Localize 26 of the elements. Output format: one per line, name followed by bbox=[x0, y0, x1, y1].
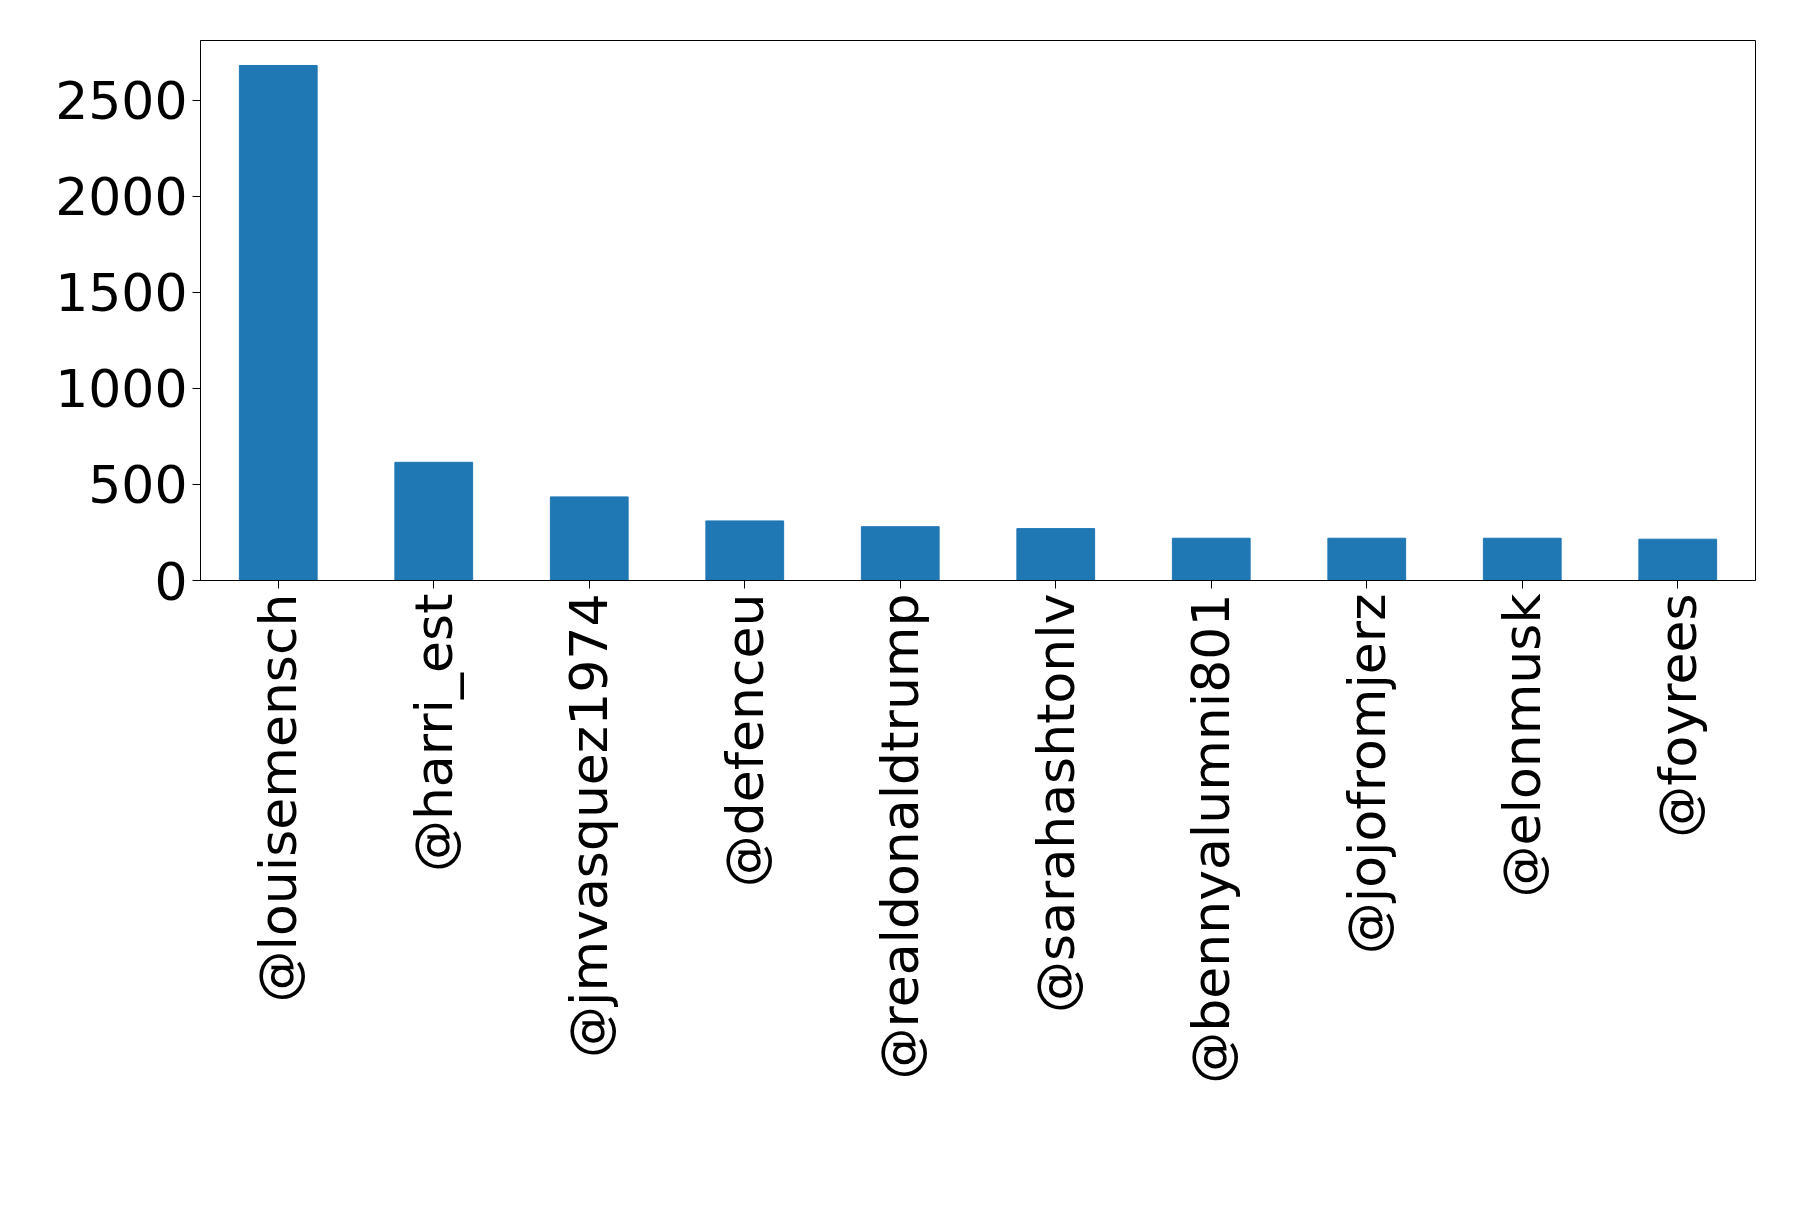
bar bbox=[1482, 537, 1562, 581]
x-tick-label: @bennyalumni801 bbox=[1181, 593, 1242, 1084]
y-tick-label: 2500 bbox=[55, 71, 188, 132]
x-tick-label: @harri_est bbox=[403, 593, 464, 873]
bar bbox=[1171, 537, 1251, 581]
y-tick-label: 500 bbox=[88, 455, 188, 516]
x-tick-label: @sarahashtonlv bbox=[1025, 593, 1086, 1013]
y-tick-label: 1500 bbox=[55, 263, 188, 324]
bar bbox=[1327, 537, 1407, 581]
y-tick-label: 1000 bbox=[55, 359, 188, 420]
x-tick-label: @realdonaldtrump bbox=[870, 593, 931, 1080]
x-tick-label: @elonmusk bbox=[1492, 593, 1553, 898]
bar bbox=[549, 496, 629, 581]
y-tick-label: 0 bbox=[154, 551, 188, 612]
bar bbox=[1016, 528, 1096, 581]
bar bbox=[394, 461, 474, 581]
bar bbox=[705, 520, 785, 581]
x-tick-label: @jmvasquez1974 bbox=[559, 593, 620, 1058]
bar bbox=[1638, 538, 1718, 581]
bar bbox=[860, 526, 940, 581]
x-tick-label: @louisemensch bbox=[248, 593, 309, 1003]
x-tick-label: @defenceu bbox=[714, 593, 775, 888]
bar bbox=[238, 64, 318, 581]
y-tick-label: 2000 bbox=[55, 167, 188, 228]
x-tick-label: @jojofromjerz bbox=[1336, 593, 1397, 955]
x-tick-label: @foyrees bbox=[1647, 593, 1708, 838]
